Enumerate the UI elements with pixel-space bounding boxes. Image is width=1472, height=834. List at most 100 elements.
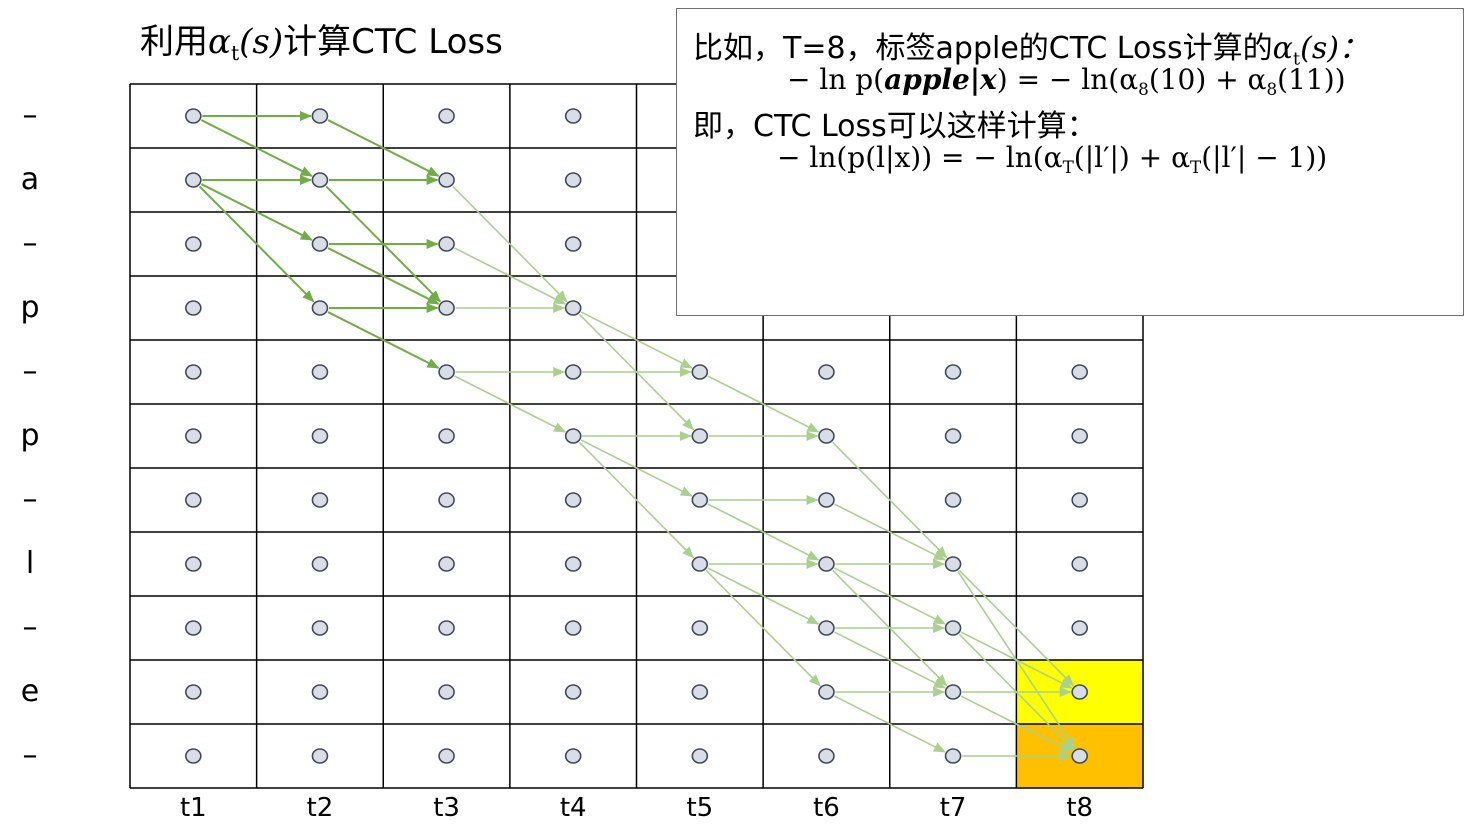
time-step-label: t3	[433, 793, 460, 823]
lattice-node	[818, 748, 835, 764]
time-step-label: t5	[686, 793, 714, 823]
lattice-node	[818, 428, 835, 444]
lattice-node	[691, 684, 709, 700]
label-symbol: p	[20, 418, 40, 453]
lattice-node	[185, 172, 202, 188]
lattice-node	[944, 492, 962, 508]
apple-loss-formula: − ln p(apple|x) = − ln(α8(10) + α8(11))	[787, 63, 1346, 99]
formula1-sub-a: 8	[1138, 78, 1149, 99]
transition-arrow	[454, 247, 567, 305]
lattice-node	[691, 556, 709, 572]
time-step-label: t7	[939, 793, 967, 823]
grid-lines	[129, 83, 1144, 789]
lattice-node	[185, 684, 202, 700]
lattice-node	[944, 620, 962, 636]
lattice-node	[311, 684, 329, 700]
formula2-a: − ln(p(l|x)) = − ln(α	[777, 141, 1063, 174]
lattice-node	[818, 364, 835, 380]
formula2-c: (|l′| − 1))	[1201, 141, 1328, 174]
lattice-node	[944, 364, 962, 380]
lattice-node	[564, 428, 582, 444]
title-alpha: αt(s)	[208, 22, 283, 65]
lattice-node	[438, 172, 455, 188]
lattice-node	[564, 364, 582, 380]
lattice-node	[564, 108, 582, 124]
transition-arrow	[454, 375, 567, 433]
lattice-node	[944, 748, 962, 764]
transition-arrow	[327, 247, 440, 305]
formula1-sub-b: 8	[1266, 78, 1278, 99]
transition-arrow	[834, 567, 946, 625]
label-symbol: –	[22, 354, 38, 389]
title-suffix: 计算CTC Loss	[283, 22, 503, 62]
lattice-node	[311, 364, 329, 380]
label-symbol: –	[22, 98, 38, 133]
transition-arrow	[957, 571, 1076, 750]
lattice-node	[1071, 620, 1088, 636]
time-step-label: t1	[179, 793, 207, 823]
lattice-node	[438, 236, 455, 252]
lattice-node	[185, 556, 202, 572]
transition-arrow	[200, 183, 313, 241]
formula1-rhs-a: ) = − ln(α	[996, 63, 1139, 96]
example-alpha-sub: t	[1292, 48, 1301, 70]
lattice-node	[438, 684, 455, 700]
formula1-bold: apple|x	[884, 63, 997, 96]
transition-arrow	[578, 441, 695, 559]
transition-arrow	[198, 185, 315, 303]
lattice-node	[185, 108, 202, 124]
lattice-node	[564, 684, 582, 700]
lattice-node	[185, 236, 202, 252]
lattice-node	[311, 620, 329, 636]
lattice-node	[818, 620, 835, 636]
lattice-node	[1071, 748, 1088, 764]
label-symbol: –	[22, 610, 38, 645]
lattice-node	[438, 364, 455, 380]
lattice-node	[691, 364, 709, 380]
general-text: 即，CTC Loss可以这样计算：	[693, 109, 1097, 144]
transition-arrow	[832, 441, 948, 559]
transition-arrow	[327, 311, 440, 369]
lattice-node	[311, 556, 329, 572]
transition-arrow	[580, 439, 693, 497]
label-symbol: a	[20, 162, 40, 197]
lattice-node	[438, 492, 455, 508]
lattice-node	[818, 556, 835, 572]
transition-arrow	[452, 185, 568, 303]
lattice-node	[944, 428, 962, 444]
lattice-node	[311, 428, 329, 444]
lattice-node	[691, 748, 709, 764]
lattice-node	[311, 492, 329, 508]
formula2-sub-a: T	[1062, 156, 1074, 177]
example-line: 比如，T=8，标签apple的CTC Loss计算的αt(s)：	[693, 23, 1369, 69]
transition-arrow	[834, 631, 946, 689]
general-line: 即，CTC Loss可以这样计算：	[693, 101, 1097, 145]
lattice-node	[1071, 684, 1088, 700]
lattice-node	[944, 556, 962, 572]
lattice-node	[1071, 428, 1088, 444]
lattice-node	[438, 300, 455, 316]
example-text: 比如，T=8，标签apple的CTC Loss计算的	[693, 31, 1273, 66]
lattice-node	[564, 300, 582, 316]
time-step-label: t4	[559, 793, 587, 823]
lattice-node	[185, 492, 202, 508]
lattice-node	[1071, 556, 1088, 572]
label-symbol: –	[22, 482, 38, 517]
transition-arrow	[705, 569, 821, 687]
lattice-node	[564, 748, 582, 764]
lattice-node	[185, 300, 202, 316]
example-alpha-arg: (s)：	[1300, 31, 1369, 66]
time-step-label: t2	[306, 793, 334, 823]
transition-arrow	[200, 119, 313, 177]
lattice-node	[438, 556, 455, 572]
lattice-node	[1071, 364, 1088, 380]
example-alpha-symbol: α	[1272, 31, 1293, 66]
label-symbol: l	[25, 546, 35, 581]
transition-arrow	[834, 503, 946, 561]
lattice-node	[564, 236, 582, 252]
lattice-node	[691, 620, 709, 636]
lattice-node	[438, 428, 455, 444]
lattice-node	[311, 300, 329, 316]
example-alpha: αt(s)：	[1272, 31, 1369, 70]
transition-arrow	[707, 375, 820, 433]
